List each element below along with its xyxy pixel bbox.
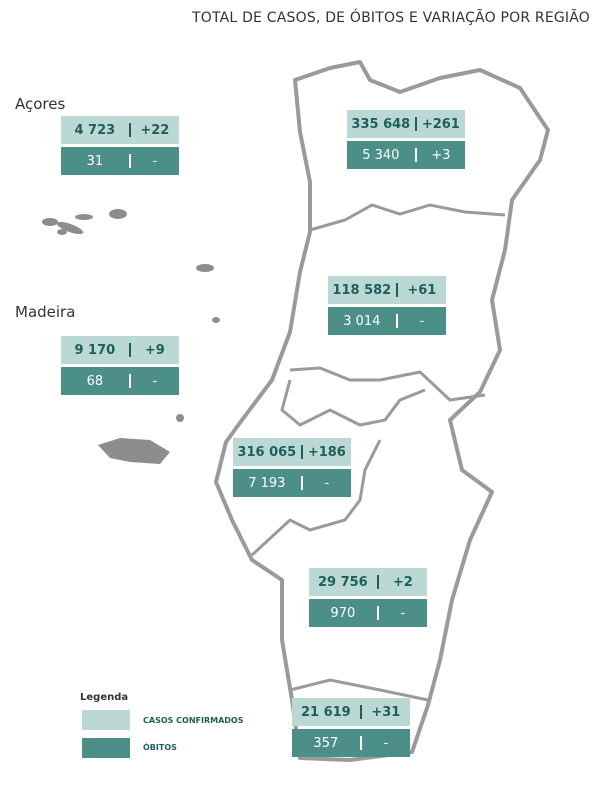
separator: [128, 123, 131, 137]
region-name: Açores: [15, 95, 66, 113]
region-box: 335 648 +261 5 340 +3: [347, 110, 465, 169]
separator: [300, 476, 303, 490]
separator: [300, 445, 303, 459]
separator: [128, 374, 131, 388]
deaths-change: +3: [431, 147, 451, 163]
deaths-change: -: [152, 153, 158, 169]
legend-swatch: [82, 710, 130, 730]
deaths: 68: [86, 373, 104, 389]
region-name: Madeira: [15, 303, 76, 321]
deaths: 970: [330, 605, 356, 621]
cases: 335 648: [351, 116, 411, 132]
cases-row: 29 756 +2: [309, 568, 427, 596]
region-borders: [250, 203, 506, 702]
cases: 118 582: [332, 282, 392, 298]
legend-title: Legenda: [80, 692, 129, 703]
cases-change: +61: [407, 282, 437, 298]
deaths-change: -: [383, 735, 389, 751]
cases: 316 065: [237, 444, 297, 460]
region-box: 4 723 +22 31 -: [61, 116, 179, 175]
legend-label: CASOS CONFIRMADOS: [143, 716, 244, 725]
deaths: 3 014: [343, 313, 381, 329]
cases-change: +186: [307, 444, 346, 460]
title: TOTAL DE CASOS, DE ÓBITOS E VARIAÇÃO POR…: [192, 10, 590, 26]
cases-row: 335 648 +261: [347, 110, 465, 138]
deaths-change: -: [324, 475, 330, 491]
separator: [376, 575, 379, 589]
deaths: 31: [86, 153, 104, 169]
deaths-change: -: [400, 605, 406, 621]
separator: [359, 736, 362, 750]
deaths-row: 970 -: [309, 599, 427, 627]
deaths-row: 5 340 +3: [347, 141, 465, 169]
region-box: 316 065 +186 7 193 -: [233, 438, 351, 497]
cases: 9 170: [74, 342, 116, 358]
cases-change: +2: [392, 574, 413, 590]
region-box: 118 582 +61 3 014 -: [328, 276, 446, 335]
legend-swatch: [82, 738, 130, 758]
separator: [395, 314, 398, 328]
cases-change: +261: [421, 116, 460, 132]
deaths-row: 357 -: [292, 729, 410, 757]
deaths-change: -: [152, 373, 158, 389]
cases-row: 4 723 +22: [61, 116, 179, 144]
cases-row: 118 582 +61: [328, 276, 446, 304]
deaths: 7 193: [248, 475, 286, 491]
separator: [359, 705, 362, 719]
deaths-row: 68 -: [61, 367, 179, 395]
deaths: 357: [313, 735, 339, 751]
islands: [42, 209, 220, 464]
cases-change: +22: [140, 122, 170, 138]
region-box: 9 170 +9 68 -: [61, 336, 179, 395]
deaths-row: 3 014 -: [328, 307, 446, 335]
deaths-change: -: [419, 313, 425, 329]
cases-row: 21 619 +31: [292, 698, 410, 726]
separator: [414, 148, 417, 162]
separator: [128, 154, 131, 168]
separator: [376, 606, 379, 620]
cases: 21 619: [300, 704, 351, 720]
cases-row: 316 065 +186: [233, 438, 351, 466]
cases-row: 9 170 +9: [61, 336, 179, 364]
mainland: [214, 60, 550, 762]
separator: [128, 343, 131, 357]
deaths-row: 7 193 -: [233, 469, 351, 497]
region-box: 29 756 +2 970 -: [309, 568, 427, 627]
cases: 4 723: [74, 122, 116, 138]
cases: 29 756: [317, 574, 368, 590]
deaths-row: 31 -: [61, 147, 179, 175]
region-box: 21 619 +31 357 -: [292, 698, 410, 757]
cases-change: +31: [371, 704, 401, 720]
cases-change: +9: [144, 342, 165, 358]
deaths: 5 340: [362, 147, 400, 163]
legend-label: ÓBITOS: [143, 743, 177, 752]
separator: [414, 117, 417, 131]
separator: [395, 283, 398, 297]
